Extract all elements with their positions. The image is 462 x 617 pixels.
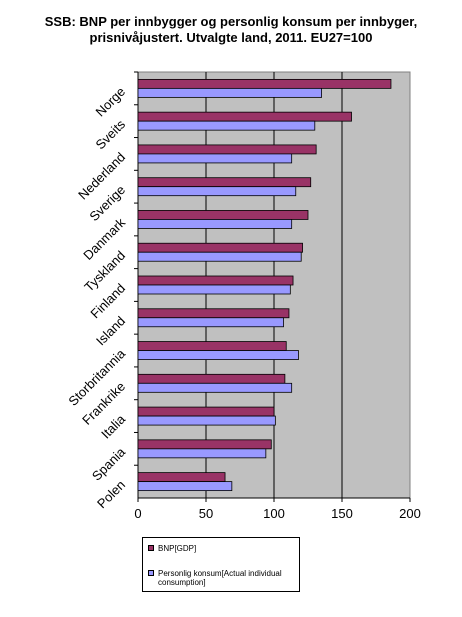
bar-consumption-norge [137, 87, 323, 98]
bar-gdp-nederland [137, 144, 317, 155]
bar-gdp-storbritannia [137, 341, 287, 351]
bar-gdp-norge [137, 78, 392, 89]
bar-gdp-danmark [137, 210, 309, 220]
bar-gdp-italia [137, 406, 275, 417]
chart-title-line-1: SSB: BNP per innbygger og personlig kons… [44, 14, 418, 29]
bar-gdp-sveits [137, 111, 352, 122]
chart-title-line-2: prisnivåjustert. Utvalgte land, 2011. EU… [89, 30, 373, 45]
bar-consumption-spania [137, 448, 267, 459]
bar-consumption-storbritannia [137, 350, 299, 360]
chart-title: SSB: BNP per innbygger og personlig kons… [0, 14, 462, 46]
x-tick-label-4: 200 [399, 506, 421, 521]
legend-label-consumption: Personlig konsum[Actual individual consu… [158, 569, 282, 587]
category-label-spania: Spania [89, 444, 129, 484]
x-tick-label-2: 100 [263, 506, 285, 521]
legend-swatch-gdp [148, 545, 154, 551]
legend-item-gdp: BNP[GDP] [148, 544, 196, 553]
x-tick-label-1: 50 [199, 506, 213, 521]
legend-item-consumption: Personlig konsum[Actual individual consu… [148, 569, 296, 587]
bar-consumption-danmark [137, 219, 293, 229]
bar-consumption-island [137, 317, 284, 328]
category-label-italia: Italia [98, 411, 129, 442]
category-label-sveits: Sveits [92, 116, 128, 152]
bar-gdp-tyskland [137, 242, 303, 253]
bar-gdp-island [137, 308, 290, 319]
bar-consumption-sveits [137, 120, 316, 131]
chart-legend: BNP[GDP] Personlig konsum[Actual individ… [142, 537, 300, 592]
bar-gdp-finland [137, 275, 294, 286]
bar-gdp-spania [137, 439, 272, 450]
bar-gdp-sverige [137, 177, 312, 188]
bar-consumption-frankrike [137, 382, 293, 393]
legend-swatch-consumption [148, 570, 154, 576]
bar-consumption-sverige [137, 186, 297, 197]
category-label-norge: Norge [92, 84, 128, 120]
bar-consumption-finland [137, 284, 291, 295]
bar-consumption-nederland [137, 153, 293, 164]
bar-consumption-tyskland [137, 251, 302, 262]
x-tick-label-3: 150 [331, 506, 353, 521]
bar-gdp-frankrike [137, 373, 286, 384]
bar-consumption-polen [137, 481, 233, 492]
legend-label-gdp: BNP[GDP] [158, 544, 197, 553]
bar-gdp-polen [137, 472, 226, 483]
x-tick-label-0: 0 [134, 506, 141, 521]
bar-consumption-italia [137, 415, 276, 426]
